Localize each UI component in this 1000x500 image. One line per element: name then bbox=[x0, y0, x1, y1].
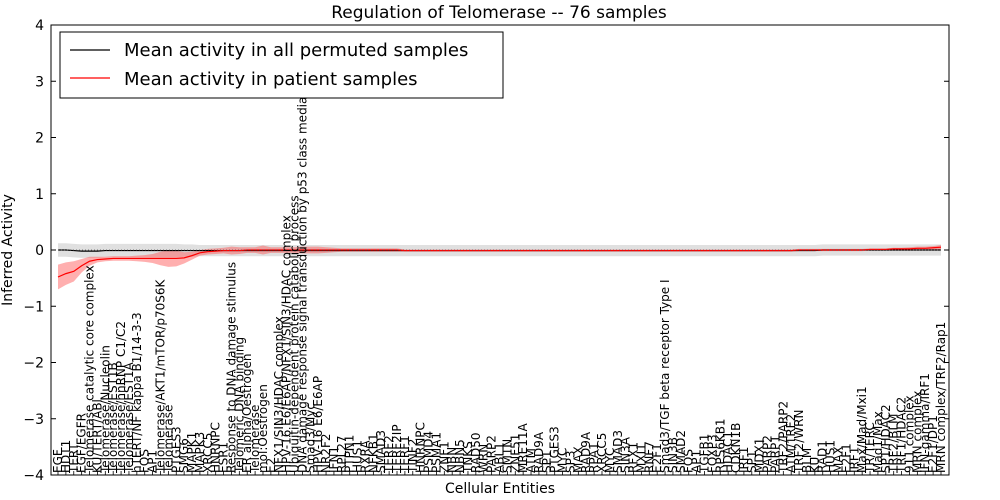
legend-label-permuted: Mean activity in all permuted samples bbox=[124, 40, 468, 61]
x-category-label: hTERT/NF kappa B1/14-3-3 bbox=[130, 312, 144, 473]
y-tick-label: 2 bbox=[35, 131, 44, 147]
legend-label-patient: Mean activity in patient samples bbox=[124, 69, 418, 90]
y-tick-label: −4 bbox=[23, 468, 44, 484]
x-category-label: MRN complex/TRF2/Rap1 bbox=[934, 322, 948, 473]
y-tick-label: 3 bbox=[35, 74, 44, 90]
y-axis-label: Inferred Activity bbox=[0, 194, 16, 306]
x-axis-label: Cellular Entities bbox=[445, 481, 555, 497]
y-tick-label: 1 bbox=[35, 187, 44, 203]
y-tick-label: −2 bbox=[23, 356, 44, 372]
y-tick-label: 0 bbox=[35, 243, 44, 259]
chart-title: Regulation of Telomerase -- 76 samples bbox=[331, 3, 667, 23]
legend: Mean activity in all permuted samples Me… bbox=[60, 32, 503, 98]
y-tick-label: −3 bbox=[23, 412, 44, 428]
y-tick-label: −1 bbox=[23, 299, 44, 315]
x-axis-category-labels: EGFHDT1TERTEGF/EGFRTelomerase catalytic … bbox=[51, 80, 948, 475]
y-tick-label: 4 bbox=[35, 18, 44, 34]
